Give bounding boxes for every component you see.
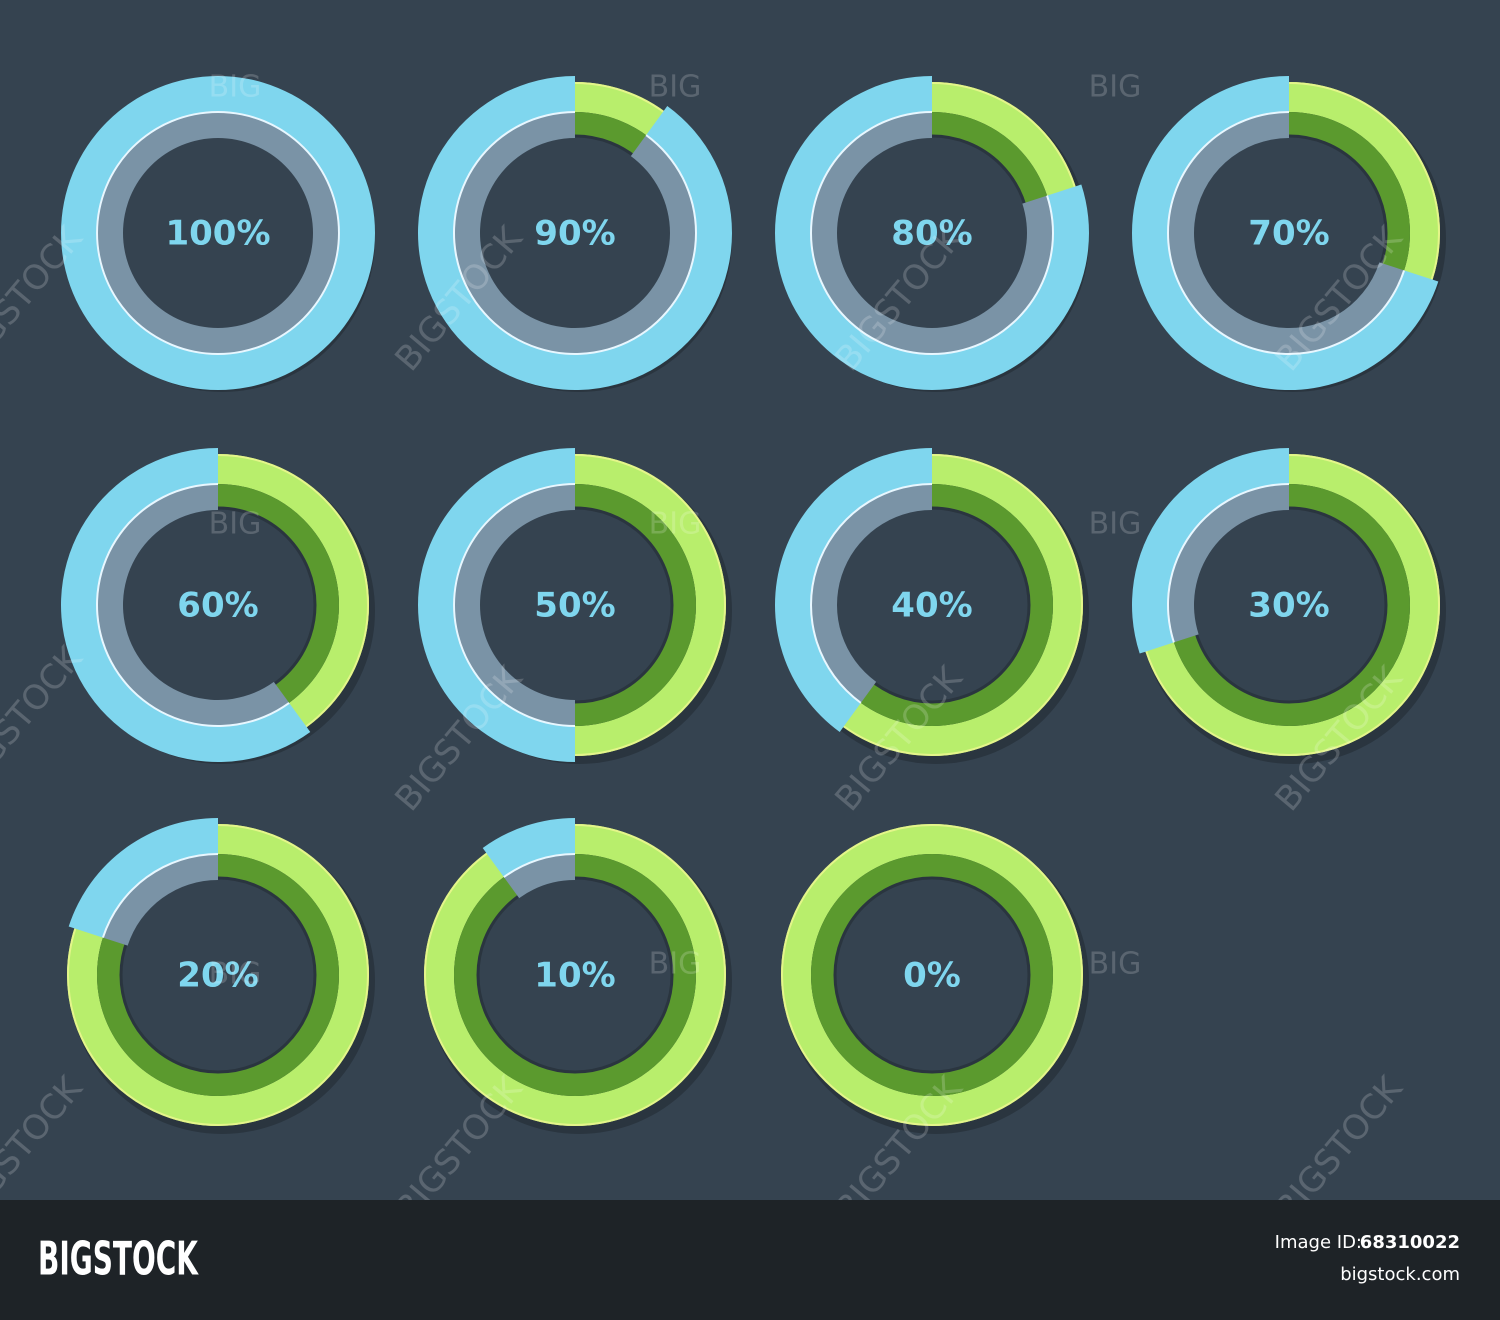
progress-arc-inner xyxy=(102,854,218,946)
progress-arc-inner xyxy=(503,854,575,899)
value-label: 20% xyxy=(177,956,258,996)
progress-arc xyxy=(482,818,575,899)
value-label: 90% xyxy=(534,214,615,254)
progress-arc-outer xyxy=(482,818,575,878)
progress-arc-outer xyxy=(418,448,575,762)
progress-arc xyxy=(418,448,575,762)
track-outer xyxy=(781,824,1083,1126)
charts: 100% 90% 80% 70% 60% 50% 40% 30% 20% 10% 0% xyxy=(61,76,1446,1134)
track-inner xyxy=(811,854,1053,1096)
progress-arc xyxy=(774,448,932,733)
progress-arc-outer xyxy=(774,448,932,733)
progress-arc-inner xyxy=(96,484,290,726)
value-label: 0% xyxy=(903,956,961,996)
watermark-small: BIG xyxy=(1089,70,1142,105)
progress-arc-inner xyxy=(811,484,932,703)
watermark-small: BIG xyxy=(209,70,262,105)
progress-arc xyxy=(1132,448,1289,654)
progress-arc-outer xyxy=(68,818,218,938)
progress-arc-outer xyxy=(1132,448,1289,654)
value-label: 60% xyxy=(177,586,258,626)
footer-bar xyxy=(0,1200,1500,1320)
progress-arc xyxy=(61,448,311,763)
progress-arc-inner xyxy=(1168,484,1289,643)
footer-id-label: Image ID: xyxy=(1275,1232,1362,1253)
watermark-small: BIG xyxy=(1089,507,1142,542)
value-label: 100% xyxy=(165,214,270,254)
watermark-small: BIG xyxy=(1089,947,1142,982)
value-label: 70% xyxy=(1248,214,1329,254)
track-edge xyxy=(781,824,1083,1126)
watermark-small: BIG xyxy=(649,947,702,982)
watermark-small: BIG xyxy=(649,70,702,105)
value-label: 80% xyxy=(891,214,972,254)
progress-arc-inner xyxy=(454,484,575,726)
footer-id: 68310022 xyxy=(1360,1232,1460,1253)
progress-arc-outer xyxy=(61,448,311,763)
footer-brand: BIGSTOCK xyxy=(38,1232,199,1286)
watermark-small: BIG xyxy=(209,957,262,992)
watermark-small: BIG xyxy=(209,507,262,542)
watermark-small: BIG xyxy=(649,507,702,542)
value-label: 10% xyxy=(534,956,615,996)
value-label: 50% xyxy=(534,586,615,626)
donut-hole xyxy=(833,876,1031,1074)
value-label: 40% xyxy=(891,586,972,626)
footer-site: bigstock.com xyxy=(1340,1264,1460,1285)
value-label: 30% xyxy=(1248,586,1329,626)
progress-arc xyxy=(68,818,218,946)
